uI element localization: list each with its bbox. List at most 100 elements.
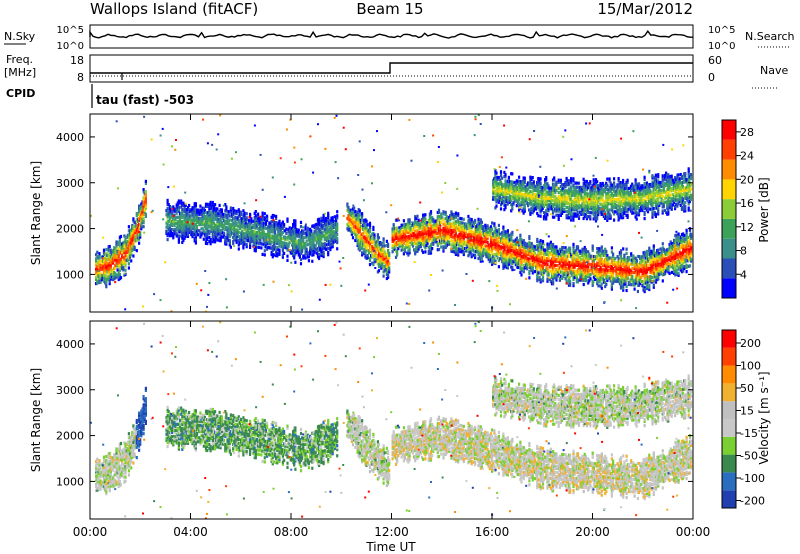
power-cell (270, 230, 273, 234)
power-cell (503, 232, 506, 236)
power-cell (127, 243, 130, 247)
power-cell (658, 252, 661, 256)
power-cell (212, 207, 216, 211)
power-cell (105, 254, 108, 258)
power-cell (322, 250, 325, 254)
power-cell (405, 229, 408, 233)
power-cell (488, 249, 491, 253)
power-cell (293, 229, 296, 233)
power-cell (470, 244, 473, 248)
power-cell (206, 233, 209, 237)
power-cell (648, 256, 651, 261)
power-cell (346, 202, 349, 206)
power-cell (569, 281, 572, 285)
power-cell (368, 221, 372, 225)
power-cell (582, 266, 585, 270)
power-cell (420, 248, 424, 253)
power-cell (382, 247, 385, 251)
power-cell (665, 252, 668, 257)
power-cell (181, 236, 184, 240)
power-cell (501, 256, 504, 260)
power-cell (630, 272, 633, 276)
power-cell (658, 262, 661, 266)
power-cell (433, 236, 436, 240)
power-cell (211, 209, 214, 213)
power-cell (97, 271, 100, 275)
power-cell (206, 231, 209, 235)
power-cell (492, 246, 495, 250)
power-cell (215, 227, 218, 232)
power-cell (424, 217, 427, 221)
power-cell (540, 264, 543, 268)
power-cell (454, 221, 457, 225)
power-cell (468, 217, 471, 221)
power-cell (602, 253, 606, 257)
power-cell (546, 244, 549, 248)
power-cell (654, 268, 658, 272)
power-cell (278, 221, 281, 225)
power-cell (654, 280, 658, 284)
power-cell (651, 267, 654, 271)
power-cell (355, 236, 358, 240)
power-cell (534, 270, 537, 274)
power-cell (286, 238, 289, 242)
power-cell (587, 264, 590, 268)
power-cell (232, 239, 235, 244)
power-cell (279, 234, 282, 238)
power-cell (193, 202, 196, 206)
power-cell (254, 224, 257, 228)
power-cell (217, 218, 220, 222)
power-cell (247, 235, 251, 239)
power-cell (418, 234, 421, 239)
power-cell (628, 280, 632, 285)
power-cell (493, 242, 496, 246)
power-cell (245, 234, 248, 238)
power-cell (144, 194, 147, 198)
power-cell (658, 272, 661, 276)
power-cell (385, 256, 388, 260)
power-cell (124, 239, 127, 243)
power-cell (572, 244, 575, 249)
power-cell (625, 262, 628, 266)
power-cell (587, 266, 590, 270)
power-cell (134, 222, 137, 226)
power-cell (97, 273, 100, 277)
power-cell (249, 223, 252, 227)
power-cell (242, 246, 245, 250)
power-cell (95, 269, 98, 273)
power-cell (537, 271, 540, 275)
power-cell (536, 277, 539, 281)
power-cell (208, 231, 211, 235)
power-cell (363, 239, 366, 243)
freq-panel (89, 54, 694, 83)
power-cell (180, 226, 183, 230)
power-cell (368, 225, 372, 229)
power-cell (414, 225, 417, 229)
power-cell (215, 229, 218, 234)
power-cell (654, 272, 658, 276)
power-cell (243, 242, 246, 246)
power-cell (462, 242, 465, 246)
power-cell (429, 212, 433, 216)
power-cell (227, 212, 230, 216)
power-cell (546, 267, 549, 271)
power-cell (539, 278, 542, 282)
power-cell (99, 264, 102, 268)
power-cell (208, 239, 211, 244)
power-cell (426, 223, 429, 227)
power-cell (614, 263, 617, 267)
power-cell (250, 229, 253, 233)
power-cell (281, 255, 284, 259)
power-cell (457, 253, 460, 257)
power-cell (553, 255, 556, 259)
power-cell (322, 217, 325, 221)
power-cell (366, 256, 369, 260)
power-cell (436, 210, 439, 215)
power-cell (441, 230, 444, 234)
power-cell (227, 232, 230, 236)
power-cell (142, 225, 145, 229)
power-cell (307, 228, 310, 232)
power-cell (547, 252, 550, 257)
power-cell (249, 239, 252, 243)
power-cell (513, 239, 516, 244)
